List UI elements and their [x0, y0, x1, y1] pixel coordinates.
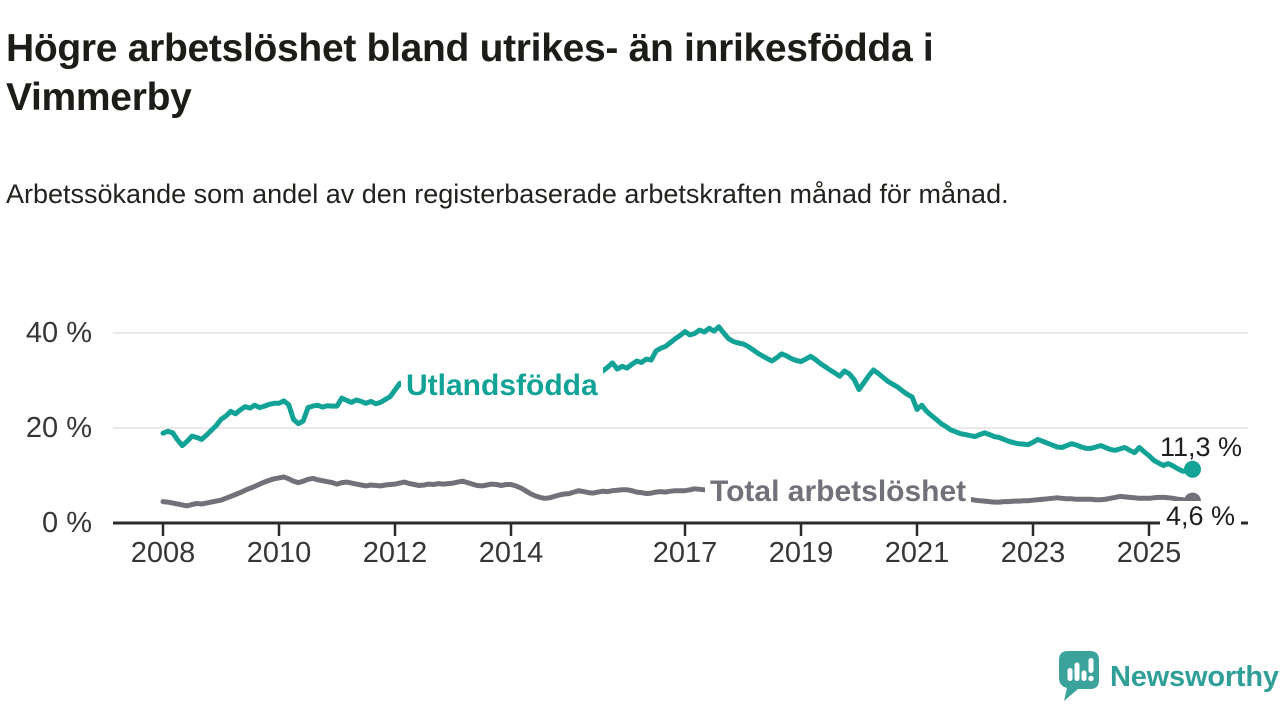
- newsworthy-logo: Newsworthy: [1058, 650, 1279, 704]
- end-value-label-total: 4,6 %: [1160, 501, 1242, 532]
- end-value-label-utlandsfodda: 11,3 %: [1160, 432, 1243, 462]
- x-tick-label: 2012: [362, 537, 428, 569]
- y-tick-label: 40 %: [25, 317, 92, 349]
- series-end-dot-utlandsfodda: [1184, 460, 1201, 478]
- newsworthy-bar-chart-icon: [1059, 651, 1099, 701]
- x-tick-label: 2014: [478, 537, 544, 569]
- x-tick-label: 2010: [246, 537, 312, 569]
- y-tick-label: 20 %: [25, 412, 92, 444]
- series-line-total: [160, 474, 1195, 509]
- x-tick-label: 2008: [130, 537, 196, 569]
- x-tick-label: 2017: [652, 537, 718, 569]
- series-label-total-arbetsloshet: Total arbetslöshet: [705, 474, 972, 510]
- x-tick-label: 2021: [884, 537, 950, 569]
- chart-subtitle: Arbetssökande som andel av den registerb…: [6, 179, 1009, 209]
- y-tick-label: 0 %: [42, 507, 92, 539]
- newsworthy-wordmark: Newsworthy: [1110, 661, 1279, 693]
- series-line-utlandsfodda: [160, 324, 1195, 474]
- x-tick-label: 2025: [1116, 537, 1182, 569]
- x-tick-label: 2023: [1000, 537, 1066, 569]
- page-title: Högre arbetslöshet bland utrikes- än inr…: [6, 27, 934, 119]
- x-tick-label: 2019: [768, 537, 834, 569]
- series-label-utlandsfodda: Utlandsfödda: [401, 368, 603, 404]
